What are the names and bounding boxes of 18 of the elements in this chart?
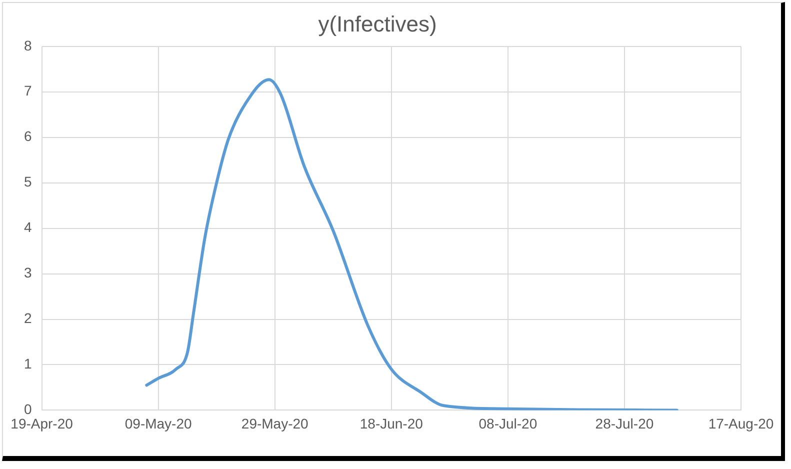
x-tick-label: 17-Aug-20: [708, 415, 774, 432]
y-tick-label: 5: [24, 174, 32, 190]
y-tick-label: 1: [24, 356, 32, 372]
y-tick-label: 4: [24, 219, 32, 236]
x-tick-label: 09-May-20: [124, 415, 192, 432]
line-series: [145, 78, 678, 410]
y-tick-label: 7: [24, 82, 32, 99]
y-tick-label: 2: [24, 310, 32, 326]
x-tick-label: 29-May-20: [241, 415, 309, 432]
chart-title: y(Infectives): [318, 11, 437, 36]
x-tick-label: 18-Jun-20: [360, 415, 424, 432]
x-tick-label: 08-Jul-20: [478, 415, 538, 432]
y-tick-label: 8: [24, 37, 32, 54]
y-tick-label: 6: [24, 128, 32, 144]
y-tick-label: 3: [24, 264, 32, 281]
x-tick-label: 19-Apr-20: [10, 415, 74, 432]
y-tick-label: 0: [24, 401, 32, 418]
x-tick-label: 28-Jul-20: [595, 415, 654, 432]
